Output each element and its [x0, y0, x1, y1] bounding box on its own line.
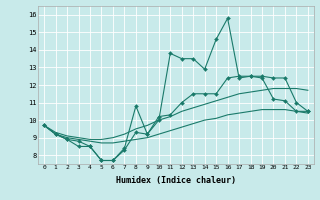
X-axis label: Humidex (Indice chaleur): Humidex (Indice chaleur)	[116, 176, 236, 185]
